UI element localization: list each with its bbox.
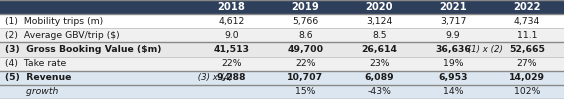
Bar	[490, 0, 564, 14]
Text: (3) x (4): (3) x (4)	[195, 73, 233, 82]
Text: 22%: 22%	[295, 59, 316, 68]
Text: 5,766: 5,766	[292, 17, 319, 26]
Bar	[0, 28, 564, 42]
Bar	[195, 0, 268, 14]
Bar	[342, 0, 416, 14]
Text: (1)  Mobility trips (m): (1) Mobility trips (m)	[5, 17, 103, 26]
Text: 22%: 22%	[221, 59, 242, 68]
Bar	[0, 57, 564, 71]
Bar	[0, 85, 564, 99]
Text: 4,612: 4,612	[218, 17, 245, 26]
Text: 10,707: 10,707	[287, 73, 324, 82]
Text: 8.5: 8.5	[372, 31, 386, 40]
Text: 3,124: 3,124	[366, 17, 393, 26]
Text: 8.6: 8.6	[298, 31, 312, 40]
Text: 6,089: 6,089	[364, 73, 394, 82]
Text: 9.9: 9.9	[446, 31, 460, 40]
Text: 19%: 19%	[443, 59, 464, 68]
Bar	[0, 14, 564, 28]
Text: 15%: 15%	[295, 87, 316, 96]
Text: (5)  Revenue: (5) Revenue	[5, 73, 71, 82]
Text: (4)  Take rate: (4) Take rate	[5, 59, 66, 68]
Bar	[0, 42, 564, 57]
Text: 41,513: 41,513	[214, 45, 249, 54]
Text: 27%: 27%	[517, 59, 537, 68]
Text: 14%: 14%	[443, 87, 464, 96]
Text: 2020: 2020	[365, 2, 393, 12]
Text: 36,636: 36,636	[435, 45, 471, 54]
Text: 11.1: 11.1	[517, 31, 537, 40]
Bar	[416, 0, 490, 14]
Bar	[0, 71, 564, 85]
Text: 2018: 2018	[218, 2, 245, 12]
Text: 52,665: 52,665	[509, 45, 545, 54]
Text: 14,029: 14,029	[509, 73, 545, 82]
Text: growth: growth	[5, 87, 58, 96]
Text: (3)  Gross Booking Value ($m): (3) Gross Booking Value ($m)	[5, 45, 161, 54]
Text: 9.0: 9.0	[224, 31, 239, 40]
Text: 3,717: 3,717	[440, 17, 466, 26]
Text: 2019: 2019	[292, 2, 319, 12]
Text: 102%: 102%	[514, 87, 540, 96]
Text: 2021: 2021	[439, 2, 467, 12]
Text: (2)  Average GBV/trip ($): (2) Average GBV/trip ($)	[5, 31, 119, 40]
Text: 26,614: 26,614	[362, 45, 397, 54]
Text: 23%: 23%	[369, 59, 390, 68]
Text: 49,700: 49,700	[287, 45, 324, 54]
Text: (1) x (2): (1) x (2)	[465, 45, 503, 54]
Text: 6,953: 6,953	[438, 73, 468, 82]
Text: -43%: -43%	[367, 87, 391, 96]
Text: 2022: 2022	[513, 2, 541, 12]
Bar	[268, 0, 342, 14]
Bar	[0, 0, 195, 14]
Text: 4,734: 4,734	[514, 17, 540, 26]
Text: 9,288: 9,288	[217, 73, 246, 82]
